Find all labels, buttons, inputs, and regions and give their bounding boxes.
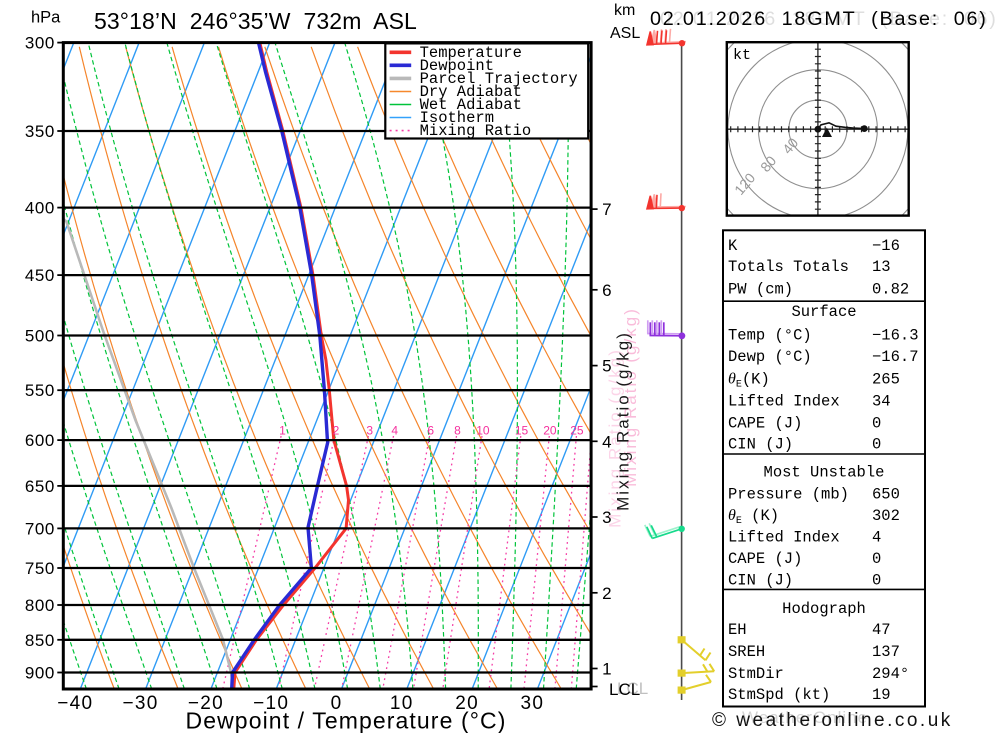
svg-text:550: 550	[25, 381, 55, 400]
svg-text:3: 3	[366, 424, 373, 438]
svg-text:2: 2	[333, 424, 340, 438]
svg-text:34: 34	[872, 393, 891, 411]
svg-text:850: 850	[25, 631, 55, 650]
svg-text:8: 8	[454, 424, 461, 438]
svg-text:350: 350	[25, 122, 55, 141]
svg-text:750: 750	[25, 559, 55, 578]
svg-text:km: km	[614, 2, 635, 19]
svg-text:500: 500	[25, 327, 55, 346]
svg-text:© weatheronline.co.uk: © weatheronline.co.uk	[712, 710, 953, 731]
svg-text:Most Unstable: Most Unstable	[764, 464, 885, 482]
svg-text:CIN (J): CIN (J)	[728, 571, 793, 589]
svg-text:LCL: LCL	[609, 680, 640, 699]
svg-text:θE(K): θE(K)	[728, 371, 770, 391]
svg-text:−40: −40	[57, 693, 93, 714]
svg-text:Lifted Index: Lifted Index	[728, 528, 840, 546]
svg-text:CAPE (J): CAPE (J)	[728, 414, 802, 432]
svg-text:600: 600	[25, 431, 55, 450]
svg-text:0: 0	[872, 571, 881, 589]
svg-text:15: 15	[515, 424, 529, 438]
svg-text:EH: EH	[728, 621, 747, 639]
svg-text:θE (K): θE (K)	[728, 507, 779, 527]
svg-text:7: 7	[602, 200, 611, 219]
svg-text:−30: −30	[123, 693, 159, 714]
svg-text:6: 6	[427, 424, 434, 438]
svg-text:Hodograph: Hodograph	[782, 600, 866, 618]
svg-text:Surface: Surface	[791, 303, 856, 321]
svg-text:StmSpd (kt): StmSpd (kt)	[728, 686, 830, 704]
svg-text:Mixing Ratio (g/kg): Mixing Ratio (g/kg)	[614, 331, 633, 511]
svg-text:−16.3: −16.3	[872, 326, 919, 344]
svg-text:0: 0	[872, 414, 881, 432]
svg-text:0: 0	[872, 550, 881, 568]
svg-text:0.82: 0.82	[872, 281, 909, 299]
svg-text:Mixing Ratio: Mixing Ratio	[420, 122, 532, 140]
svg-text:10: 10	[476, 424, 490, 438]
svg-text:4: 4	[391, 424, 398, 438]
svg-text:2: 2	[602, 584, 611, 603]
svg-text:1: 1	[602, 660, 611, 679]
svg-text:Pressure (mb): Pressure (mb)	[728, 485, 849, 503]
svg-text:StmDir: StmDir	[728, 665, 784, 683]
svg-text:137: 137	[872, 643, 900, 661]
svg-text:20: 20	[543, 424, 557, 438]
svg-text:6: 6	[602, 281, 611, 300]
svg-text:300: 300	[25, 34, 55, 53]
svg-text:302: 302	[872, 507, 900, 525]
svg-text:PW (cm): PW (cm)	[728, 281, 793, 299]
svg-text:19: 19	[872, 686, 891, 704]
svg-text:hPa: hPa	[31, 9, 61, 27]
svg-text:CAPE (J): CAPE (J)	[728, 550, 802, 568]
svg-text:02.01.2026 18GMT (Base: 06): 02.01.2026 18GMT (Base: 06)	[650, 8, 988, 30]
svg-text:900: 900	[25, 664, 55, 683]
svg-text:1: 1	[279, 424, 286, 438]
svg-text:650: 650	[872, 485, 900, 503]
svg-text:700: 700	[25, 519, 55, 538]
svg-text:650: 650	[25, 477, 55, 496]
svg-text:53°18’N 246°35’W 732m ASL: 53°18’N 246°35’W 732m ASL	[94, 8, 417, 34]
svg-text:400: 400	[25, 199, 55, 218]
svg-text:Dewp (°C): Dewp (°C)	[728, 348, 812, 366]
svg-text:kt: kt	[733, 47, 751, 64]
svg-text:CIN (J): CIN (J)	[728, 436, 793, 454]
svg-text:800: 800	[25, 596, 55, 615]
svg-text:265: 265	[872, 371, 900, 389]
svg-text:47: 47	[872, 621, 891, 639]
svg-text:SREH: SREH	[728, 643, 765, 661]
svg-text:30: 30	[521, 693, 545, 714]
svg-text:13: 13	[872, 258, 891, 276]
svg-text:25: 25	[570, 424, 584, 438]
svg-text:Temp (°C): Temp (°C)	[728, 326, 812, 344]
svg-text:Dewpoint / Temperature (°C): Dewpoint / Temperature (°C)	[186, 708, 507, 734]
svg-text:294°: 294°	[872, 665, 909, 683]
svg-text:K: K	[728, 237, 738, 255]
svg-text:0: 0	[872, 436, 881, 454]
svg-text:−16.7: −16.7	[872, 348, 919, 366]
svg-text:ASL: ASL	[610, 25, 640, 42]
svg-text:4: 4	[872, 528, 881, 546]
svg-text:Totals Totals: Totals Totals	[728, 258, 849, 276]
svg-text:Lifted Index: Lifted Index	[728, 393, 840, 411]
svg-text:450: 450	[25, 266, 55, 285]
svg-text:−16: −16	[872, 237, 900, 255]
